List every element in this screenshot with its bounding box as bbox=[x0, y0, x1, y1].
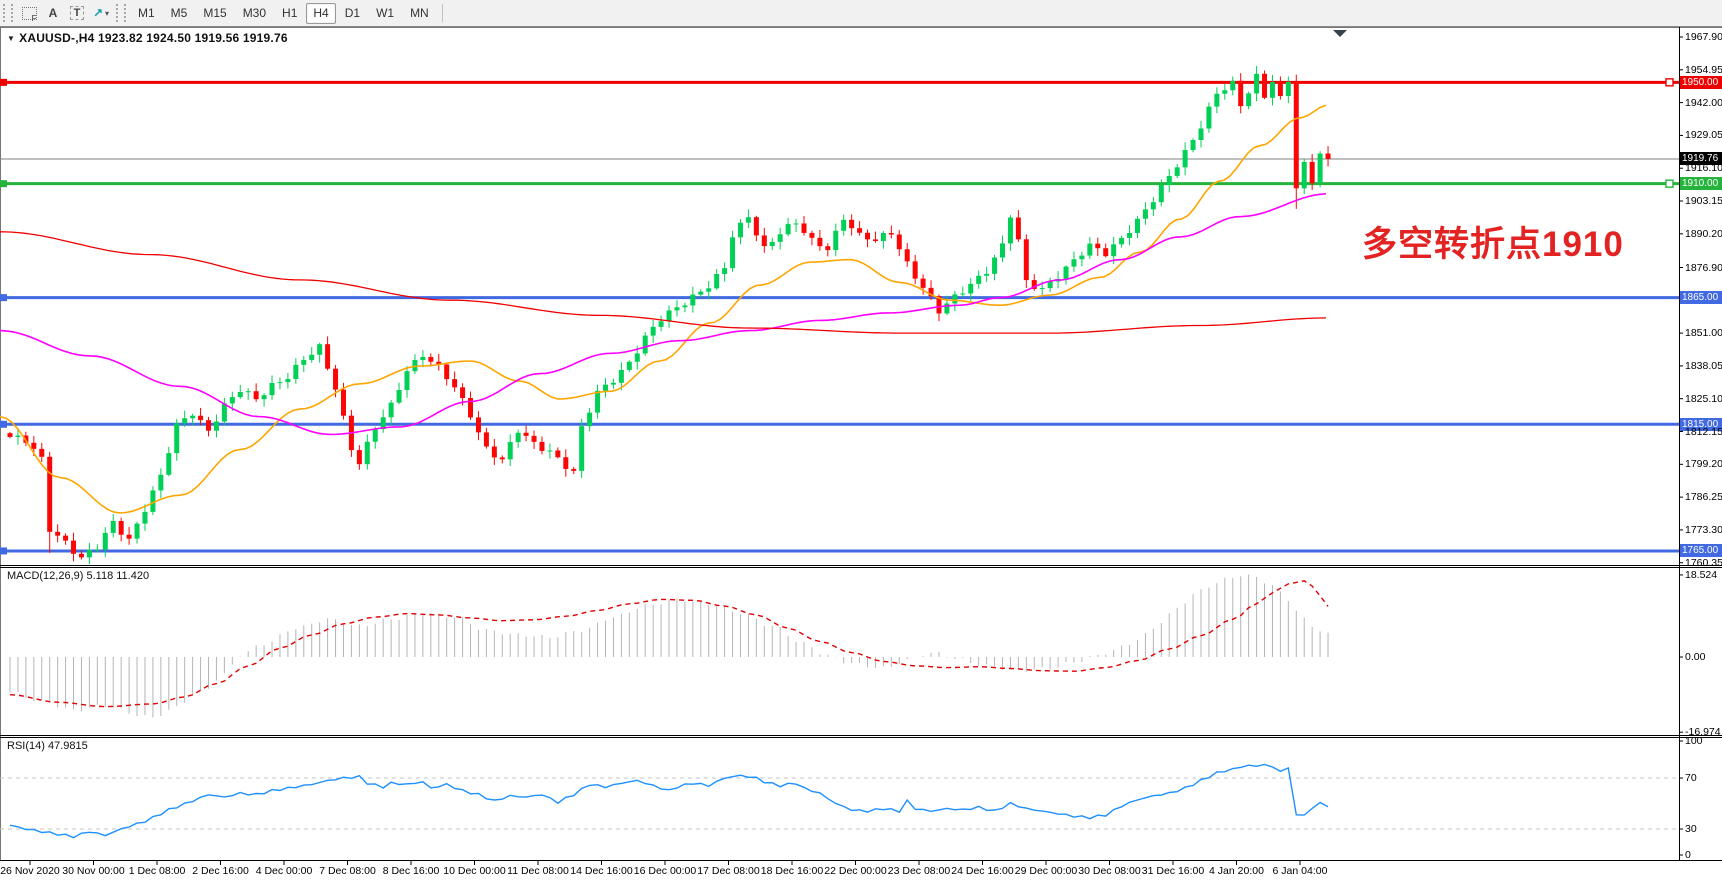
time-axis-label: 7 Dec 08:00 bbox=[319, 865, 376, 877]
rsi-axis-tick: 30 bbox=[1685, 823, 1697, 835]
time-axis-label: 30 Nov 00:00 bbox=[62, 865, 125, 877]
level-price-box: 1910.00 bbox=[1680, 177, 1722, 191]
price-axis-tick: 1903.15 bbox=[1685, 195, 1722, 207]
price-axis-tick: 1773.30 bbox=[1685, 523, 1722, 536]
price-axis-tick: 1838.05 bbox=[1685, 359, 1722, 372]
toolbar-separator bbox=[441, 4, 443, 22]
timeframe-m1[interactable]: M1 bbox=[138, 5, 155, 20]
macd-axis-tick: 18.524 bbox=[1685, 568, 1718, 581]
timeframe-m15[interactable]: M15 bbox=[203, 5, 227, 20]
text-label-icon[interactable]: A bbox=[48, 6, 58, 20]
time-axis-label: 16 Dec 00:00 bbox=[633, 865, 697, 877]
time-axis-label: 24 Dec 16:00 bbox=[951, 865, 1014, 877]
time-axis-label: 1 Dec 08:00 bbox=[128, 865, 186, 877]
time-axis-label: 8 Dec 16:00 bbox=[382, 865, 440, 877]
time-axis-label: 10 Dec 00:00 bbox=[443, 865, 506, 877]
toolbar: F A T ↗ ▾ M1 M5 M15 M30 H1 H4 D1 W1 MN bbox=[0, 0, 1722, 27]
timeframe-d1[interactable]: D1 bbox=[344, 5, 361, 20]
price-axis-tick: 1916.10 bbox=[1685, 162, 1722, 175]
timeframe-h4[interactable]: H4 bbox=[306, 2, 336, 24]
price-axis-tick: 1851.00 bbox=[1685, 327, 1722, 340]
rsi-axis-tick: 70 bbox=[1685, 772, 1697, 784]
time-axis-label: 23 Dec 08:00 bbox=[887, 865, 951, 877]
time-axis-label: 2 Dec 16:00 bbox=[192, 865, 249, 877]
price-axis-tick: 1812.15 bbox=[1685, 425, 1722, 438]
price-axis-tick: 1890.20 bbox=[1685, 227, 1722, 240]
time-axis-label: 22 Dec 00:00 bbox=[824, 865, 887, 877]
level-price-box: 1865.00 bbox=[1680, 291, 1722, 305]
text-box-icon[interactable]: T bbox=[66, 2, 88, 24]
timeframe-m5[interactable]: M5 bbox=[170, 5, 188, 20]
time-axis-label: 14 Dec 16:00 bbox=[570, 865, 633, 877]
toolbar-grip[interactable] bbox=[3, 4, 13, 22]
time-axis-label: 11 Dec 08:00 bbox=[507, 865, 569, 877]
dotted-frame-icon[interactable]: F bbox=[18, 2, 40, 24]
current-price-box: 1919.76 bbox=[1680, 152, 1722, 166]
price-chart-svg[interactable] bbox=[0, 27, 1722, 888]
time-axis-label: 18 Dec 16:00 bbox=[760, 865, 824, 877]
annotation-text: 多空转折点1910 bbox=[1362, 225, 1624, 264]
timeframe-m30[interactable]: M30 bbox=[242, 5, 267, 20]
price-axis-tick: 1954.95 bbox=[1685, 63, 1722, 76]
time-axis-label: 30 Dec 08:00 bbox=[1078, 865, 1141, 877]
price-axis-tick: 1799.20 bbox=[1685, 458, 1722, 471]
price-axis-tick: 1786.25 bbox=[1685, 491, 1722, 504]
timeframe-mn[interactable]: MN bbox=[410, 5, 429, 20]
level-price-box: 1815.00 bbox=[1680, 417, 1722, 431]
level-price-box: 1950.00 bbox=[1680, 75, 1722, 89]
level-price-box: 1765.00 bbox=[1680, 544, 1722, 558]
time-axis-label: 31 Dec 16:00 bbox=[1141, 865, 1205, 877]
chart-title: ▼ XAUUSD-,H4 1923.82 1924.50 1919.56 1919… bbox=[7, 31, 288, 45]
price-axis-tick: 1876.90 bbox=[1685, 261, 1722, 274]
price-axis-tick: 1942.00 bbox=[1685, 96, 1722, 109]
rsi-axis-tick: 100 bbox=[1685, 735, 1703, 747]
time-axis-label: 4 Dec 00:00 bbox=[255, 865, 313, 877]
price-axis-tick: 1929.05 bbox=[1685, 129, 1722, 142]
macd-axis-tick: -16.974 bbox=[1685, 726, 1721, 739]
chart-title-text: XAUUSD-,H4 1923.82 1924.50 1919.56 1919.… bbox=[19, 31, 288, 45]
time-axis-label: 4 Jan 20:00 bbox=[1209, 865, 1264, 877]
price-axis-tick: 1967.90 bbox=[1685, 31, 1722, 43]
rsi-axis-tick: 0 bbox=[1685, 849, 1691, 861]
time-axis-label: 17 Dec 08:00 bbox=[697, 865, 760, 877]
price-axis-tick: 1760.35 bbox=[1685, 556, 1722, 569]
time-axis-label: 29 Dec 00:00 bbox=[1014, 865, 1078, 877]
macd-label: MACD(12,26,9) 5.118 11.420 bbox=[7, 570, 150, 582]
rsi-label: RSI(14) 47.9815 bbox=[7, 740, 88, 752]
time-axis-label: 6 Jan 04:00 bbox=[1272, 865, 1328, 877]
arrange-arrows-icon[interactable]: ↗ ▾ bbox=[92, 6, 110, 20]
timeframe-w1[interactable]: W1 bbox=[376, 5, 395, 20]
symbol-dropdown-icon[interactable]: ▼ bbox=[7, 34, 16, 43]
macd-axis-tick: 0.00 bbox=[1685, 651, 1706, 663]
timeframe-h1[interactable]: H1 bbox=[282, 5, 298, 20]
price-axis-tick: 1825.10 bbox=[1685, 392, 1722, 405]
time-axis-label: 26 Nov 2020 bbox=[0, 865, 60, 877]
toolbar-grip-2[interactable] bbox=[116, 4, 126, 22]
